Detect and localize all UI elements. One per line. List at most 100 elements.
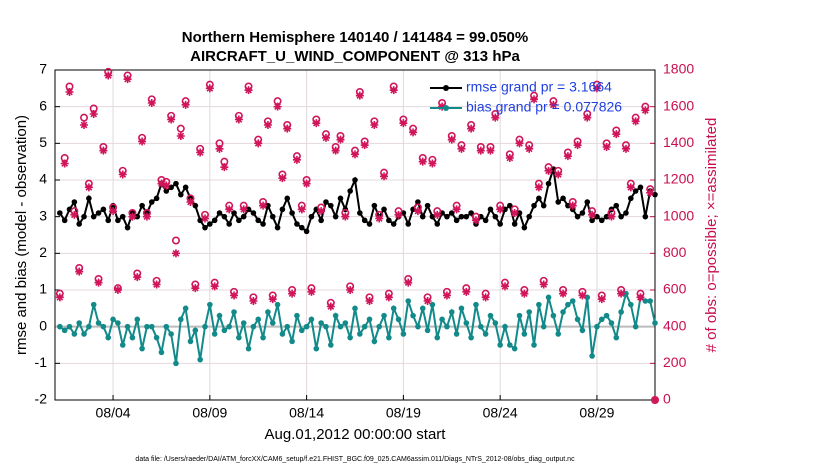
point-assimilated (80, 121, 89, 129)
point (584, 199, 591, 205)
point (521, 224, 528, 231)
point (589, 217, 595, 224)
point-assimilated (176, 132, 185, 140)
point (250, 210, 257, 216)
point-assimilated (646, 188, 655, 197)
point-assimilated (491, 113, 500, 122)
point (86, 195, 92, 202)
point-assimilated (394, 210, 403, 219)
point-assimilated (583, 113, 592, 122)
point (482, 331, 489, 337)
point (507, 202, 513, 209)
y2-tick-label: 1800 (663, 61, 694, 77)
point (255, 316, 262, 323)
point (603, 312, 610, 319)
point (550, 312, 557, 319)
point-assimilated (123, 75, 132, 84)
point-assimilated (578, 291, 587, 300)
point-assimilated (205, 84, 214, 93)
point (376, 323, 382, 330)
point (144, 323, 150, 330)
point-assimilated (65, 88, 74, 96)
x-tick-label: 08/24 (483, 405, 518, 421)
y-tick-label: -1 (35, 354, 48, 370)
point-assimilated (288, 289, 297, 298)
point (337, 323, 344, 330)
point-assimilated (462, 287, 471, 296)
point (216, 312, 223, 319)
point (134, 213, 141, 220)
point (90, 301, 97, 308)
point (221, 213, 228, 220)
point (463, 213, 470, 220)
point (598, 217, 605, 224)
point-assimilated (263, 121, 272, 129)
y-tick-label: 0 (39, 317, 47, 333)
point (236, 334, 242, 341)
point (250, 323, 257, 330)
x-tick-label: 08/09 (192, 405, 227, 421)
point (502, 206, 508, 213)
point-possible (171, 236, 180, 245)
point-assimilated (60, 159, 69, 168)
footnote: data file: /Users/raeder/DAI/ATM_forcXX/… (135, 456, 575, 463)
point (182, 305, 189, 312)
point (473, 301, 479, 308)
point (148, 323, 155, 330)
y2-tick-label: 0 (663, 391, 671, 407)
point (579, 210, 586, 216)
point-assimilated (249, 297, 258, 305)
point (100, 206, 107, 213)
point (153, 195, 160, 202)
point-assimilated (259, 201, 268, 210)
point-assimilated (191, 284, 200, 293)
point (652, 320, 658, 326)
point (240, 213, 247, 220)
point (207, 221, 213, 227)
point-assimilated (442, 291, 451, 300)
point-assimilated (525, 144, 534, 153)
point-assimilated (268, 295, 277, 304)
point (115, 217, 121, 224)
point-assimilated (651, 396, 659, 404)
point (429, 301, 436, 308)
point (434, 334, 441, 341)
point (386, 217, 392, 224)
point-assimilated (438, 102, 447, 111)
point-assimilated (559, 289, 568, 298)
point-assimilated (467, 124, 476, 133)
point (560, 309, 566, 315)
point-assimilated (128, 212, 137, 221)
point (410, 312, 416, 319)
point-assimilated (428, 159, 437, 168)
point (603, 213, 610, 220)
point-assimilated (404, 278, 413, 287)
point-possible (80, 113, 89, 122)
point (565, 301, 571, 308)
point (623, 210, 629, 216)
point (298, 224, 305, 231)
point-assimilated (549, 100, 558, 109)
point-assimilated (331, 146, 340, 155)
y-tick-label: 7 (39, 61, 47, 77)
point-assimilated (626, 183, 635, 192)
point (211, 217, 218, 224)
point (628, 301, 634, 308)
point (540, 202, 547, 209)
y2-axis-label: # of obs: o=possible; ×=assimilated (703, 118, 720, 353)
point (313, 345, 320, 352)
point (545, 294, 552, 301)
point (265, 202, 271, 209)
point (390, 305, 397, 312)
point (352, 305, 358, 312)
point (294, 312, 300, 319)
point-assimilated (133, 273, 142, 282)
point-assimilated (433, 210, 442, 219)
point (202, 224, 208, 231)
y-tick-label: 6 (39, 97, 47, 113)
point-assimilated (75, 267, 84, 276)
y-tick-label: 3 (39, 207, 47, 223)
point-assimilated (389, 86, 398, 95)
point-assimilated (554, 170, 563, 179)
point-assimilated (109, 207, 118, 216)
